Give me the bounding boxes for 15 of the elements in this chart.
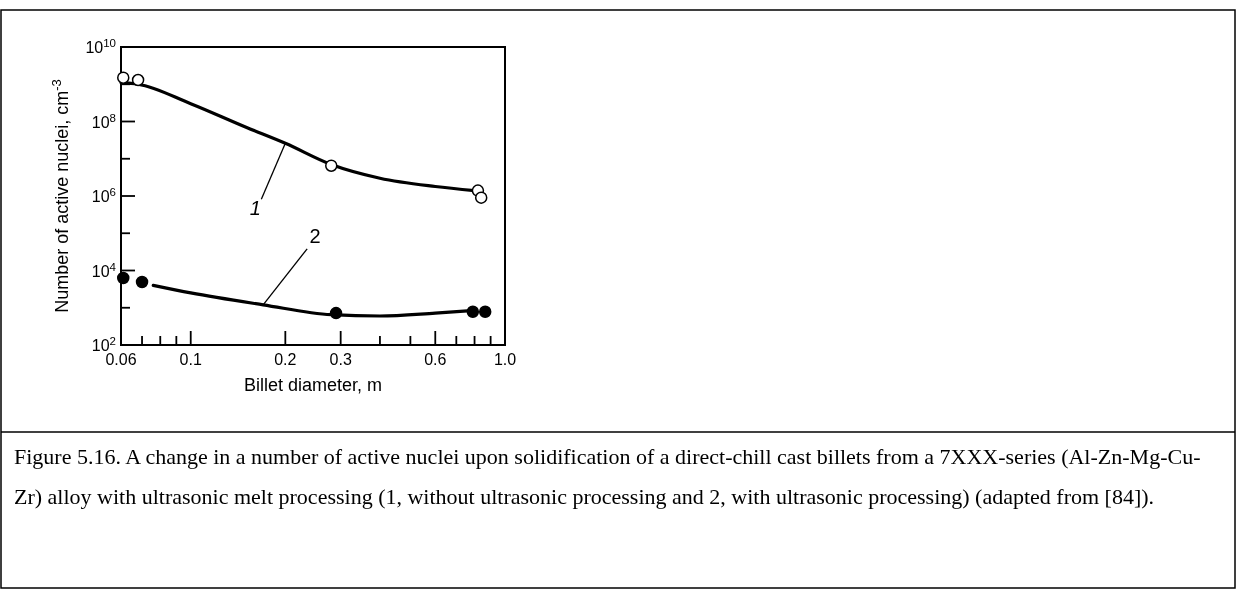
x-tick-label: 1.0: [493, 351, 517, 368]
annotation: 1: [249, 197, 261, 220]
y-tick-label: 10$^{2}$: [91, 335, 116, 354]
caption: Figure 5.16. A change in a number of active nuclei upon solidification of a direct-chill cast billets from a 7XXX-series (Al-Zn-Mg-Cu-Zr) alloy with ultrasonic melt processing (1, without ultrasonic processing and 2, with ultrasonic processing) (adapted from [84]).: [14, 443, 1202, 511]
x-tick-label: 0.3: [329, 351, 352, 368]
y-tick-label: 10$^{8}$: [91, 111, 116, 131]
y-tick-label: 10$^{4}$: [91, 260, 117, 280]
x-tick-label: 0.06: [105, 351, 137, 368]
annotation: 2: [309, 224, 321, 247]
x-tick-label: 0.2: [274, 351, 297, 368]
x-axis-title: Billet diameter, m: [243, 375, 383, 395]
x-tick-label: 0.6: [424, 351, 447, 368]
y-tick-label: 10$^{10}$: [85, 37, 116, 56]
x-tick-label: 0.1: [179, 351, 202, 368]
y-tick-label: 10$^{6}$: [91, 186, 116, 205]
